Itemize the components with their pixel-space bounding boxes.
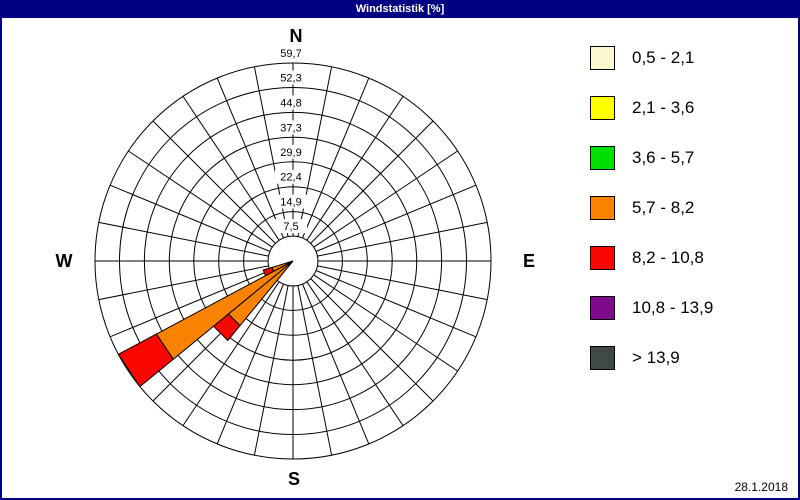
svg-text:7,5: 7,5 <box>283 221 298 233</box>
legend-item: 10,8 - 13,9 <box>590 296 713 320</box>
svg-text:52,3: 52,3 <box>280 73 301 85</box>
legend-swatch <box>590 246 615 270</box>
legend-item: 3,6 - 5,7 <box>590 146 713 170</box>
legend-swatch <box>590 296 615 320</box>
legend-item: > 13,9 <box>590 346 713 370</box>
legend-swatch <box>590 96 615 120</box>
legend-label: 0,5 - 2,1 <box>632 48 695 67</box>
legend-item: 0,5 - 2,1 <box>590 46 713 70</box>
legend-item: 8,2 - 10,8 <box>590 246 713 270</box>
date-label: 28.1.2018 <box>734 480 788 494</box>
legend-label: > 13,9 <box>632 348 680 367</box>
legend-item: 5,7 - 8,2 <box>590 196 713 220</box>
compass-south-label: S <box>287 469 300 489</box>
compass-north-label: N <box>289 26 303 46</box>
legend-swatch <box>590 346 615 370</box>
legend-label: 10,8 - 13,9 <box>632 298 714 317</box>
svg-text:59,7: 59,7 <box>280 48 301 60</box>
legend-swatch <box>590 146 615 170</box>
svg-text:22,4: 22,4 <box>280 172 301 184</box>
legend-swatch <box>590 46 615 70</box>
legend: 0,5 - 2,1 2,1 - 3,6 3,6 - 5,7 5,7 - 8,2 8,2 … <box>590 46 713 396</box>
legend-label: 8,2 - 10,8 <box>632 248 704 267</box>
title-bar: Windstatistik [%] <box>0 0 800 18</box>
legend-swatch <box>590 196 615 220</box>
compass-east-label: E <box>522 251 535 271</box>
window-title: Windstatistik [%] <box>355 3 445 15</box>
svg-text:44,8: 44,8 <box>280 97 301 109</box>
legend-label: 2,1 - 3,6 <box>632 98 695 117</box>
legend-label: 3,6 - 5,7 <box>632 148 695 167</box>
legend-label: 5,7 - 8,2 <box>632 198 695 217</box>
svg-text:29,9: 29,9 <box>280 147 301 159</box>
legend-item: 2,1 - 3,6 <box>590 96 713 120</box>
svg-text:37,3: 37,3 <box>280 122 301 134</box>
compass-west-label: W <box>55 251 73 271</box>
svg-text:14,9: 14,9 <box>280 197 301 209</box>
